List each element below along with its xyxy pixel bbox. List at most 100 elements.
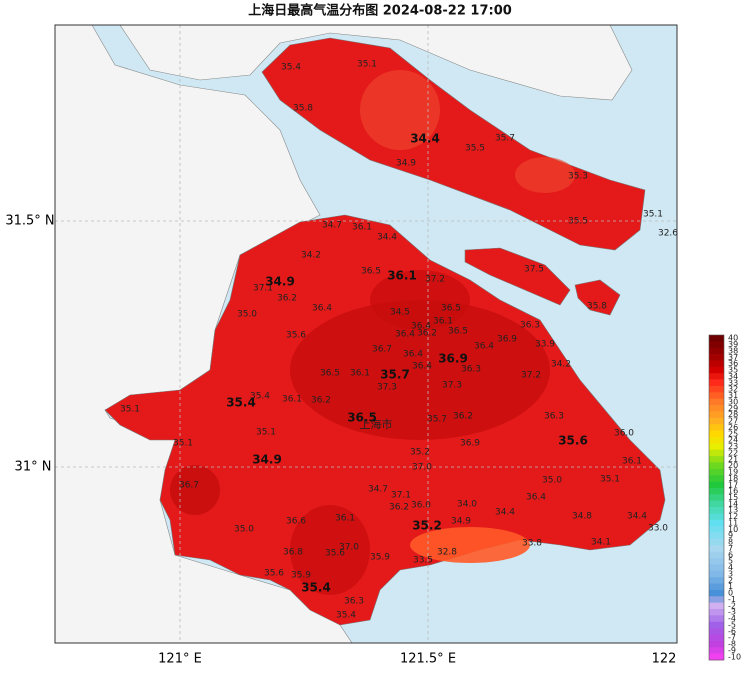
station-value: 36.4 [395, 330, 415, 340]
station-value: 35.0 [234, 525, 254, 535]
colorbar-label: 39 [728, 340, 738, 349]
station-value: 36.4 [411, 322, 431, 332]
colorbar-label: 19 [728, 468, 738, 477]
colorbar-cell [709, 417, 724, 425]
colorbar-cell [709, 341, 724, 349]
station-value: 34.2 [301, 251, 321, 261]
colorbar-label: 10 [728, 525, 738, 534]
station-value: 36.7 [372, 345, 392, 355]
colorbar-label: 40 [728, 334, 738, 343]
city-label: 上海市 [360, 417, 393, 431]
colorbar-label: 13 [728, 506, 738, 515]
station-value: 35.8 [587, 302, 607, 312]
colorbar-label: -7 [728, 633, 736, 642]
station-value: 37.5 [524, 265, 544, 275]
station-value: 36.2 [311, 396, 331, 406]
district-value: 36.1 [387, 269, 417, 283]
colorbar-label: 36 [728, 359, 738, 368]
station-value: 36.0 [411, 501, 431, 511]
colorbar-cell [709, 513, 724, 521]
station-value: 36.1 [352, 223, 372, 233]
colorbar-label: 37 [728, 353, 738, 362]
station-value: 36.2 [389, 503, 409, 513]
station-value: 33.0 [648, 524, 668, 534]
station-value: 36.5 [441, 304, 461, 314]
station-value: 34.0 [457, 500, 477, 510]
station-value: 36.1 [433, 317, 453, 327]
colorbar-cell [709, 366, 724, 374]
station-value: 37.2 [521, 371, 541, 381]
station-value: 36.7 [179, 481, 199, 491]
colorbar-cell [709, 430, 724, 438]
station-value: 35.1 [173, 439, 193, 449]
station-value: 36.4 [312, 304, 332, 314]
colorbar-label: 1 [728, 582, 733, 591]
colorbar-label: -5 [728, 620, 736, 629]
station-value: 36.2 [277, 294, 297, 304]
colorbar-label: 24 [728, 436, 738, 445]
colorbar-cell [709, 589, 724, 597]
district-value: 36.9 [438, 352, 468, 366]
station-value: 36.5 [448, 327, 468, 337]
cool-zone [410, 527, 530, 563]
station-value: 35.1 [120, 405, 140, 415]
station-value: 35.1 [600, 475, 620, 485]
colorbar-cell [709, 621, 724, 629]
colorbar-cell [709, 538, 724, 546]
station-value: 35.6 [264, 569, 284, 579]
colorbar-cell [709, 411, 724, 419]
colorbar-frame [708, 334, 725, 661]
graticule [55, 25, 677, 643]
colorbar-label: -10 [728, 652, 741, 661]
colorbar-label: 30 [728, 397, 738, 406]
colorbar-cell [709, 456, 724, 463]
colorbar-label: -4 [728, 614, 736, 623]
district-value: 34.9 [265, 275, 295, 289]
station-value: 35.1 [256, 428, 276, 438]
colorbar-label: 22 [728, 448, 738, 457]
station-value: 36.3 [520, 321, 540, 331]
colorbar-cell [709, 347, 724, 355]
station-value: 36.3 [461, 365, 481, 375]
station-value: 34.4 [495, 508, 515, 518]
colorbar-cell [709, 558, 724, 565]
frame [54, 24, 678, 644]
colorbar-label: 6 [728, 550, 733, 559]
colorbar-label: 21 [728, 455, 738, 464]
station-value: 37.3 [377, 383, 397, 393]
colorbar-cell [709, 494, 724, 501]
station-value: 36.3 [544, 412, 564, 422]
lon-label: 121° E [158, 652, 202, 667]
colorbar-label: 3 [728, 569, 733, 578]
station-value: 36.5 [320, 369, 340, 379]
station-value: 34.4 [377, 233, 397, 243]
colorbar-label: 33 [728, 378, 738, 387]
title: 上海日最高气温分布图 2024-08-22 17:00 [248, 3, 512, 19]
colorbar-label: 4 [728, 563, 733, 572]
colorbar-label: 11 [728, 518, 738, 527]
colorbar-label: 2 [728, 576, 733, 585]
hot-zone [370, 270, 470, 330]
station-value: 35.5 [465, 144, 485, 154]
shading [170, 70, 575, 595]
station-value: 33.8 [522, 539, 542, 549]
colorbar-cell [709, 551, 724, 559]
colorbar-label: 27 [728, 417, 738, 426]
station-value: 34.5 [390, 308, 410, 318]
district-value: 34.4 [410, 132, 440, 146]
colorbar-label: 14 [728, 499, 738, 508]
station-value: 35.7 [495, 134, 515, 144]
station-value: 35.3 [568, 172, 588, 182]
station-value: 34.9 [396, 159, 416, 169]
district-value: 34.9 [252, 453, 282, 467]
colorbar-label: 34 [728, 372, 738, 381]
lat-label: 31° N [15, 460, 52, 475]
colorbar-label: 32 [728, 385, 738, 394]
colorbar-label: 31 [728, 391, 738, 400]
colorbar-label: 23 [728, 442, 738, 451]
chongming [261, 37, 646, 251]
colorbar-cell [709, 564, 724, 572]
district-value: 35.7 [380, 368, 410, 382]
colorbar-cell [709, 405, 724, 412]
